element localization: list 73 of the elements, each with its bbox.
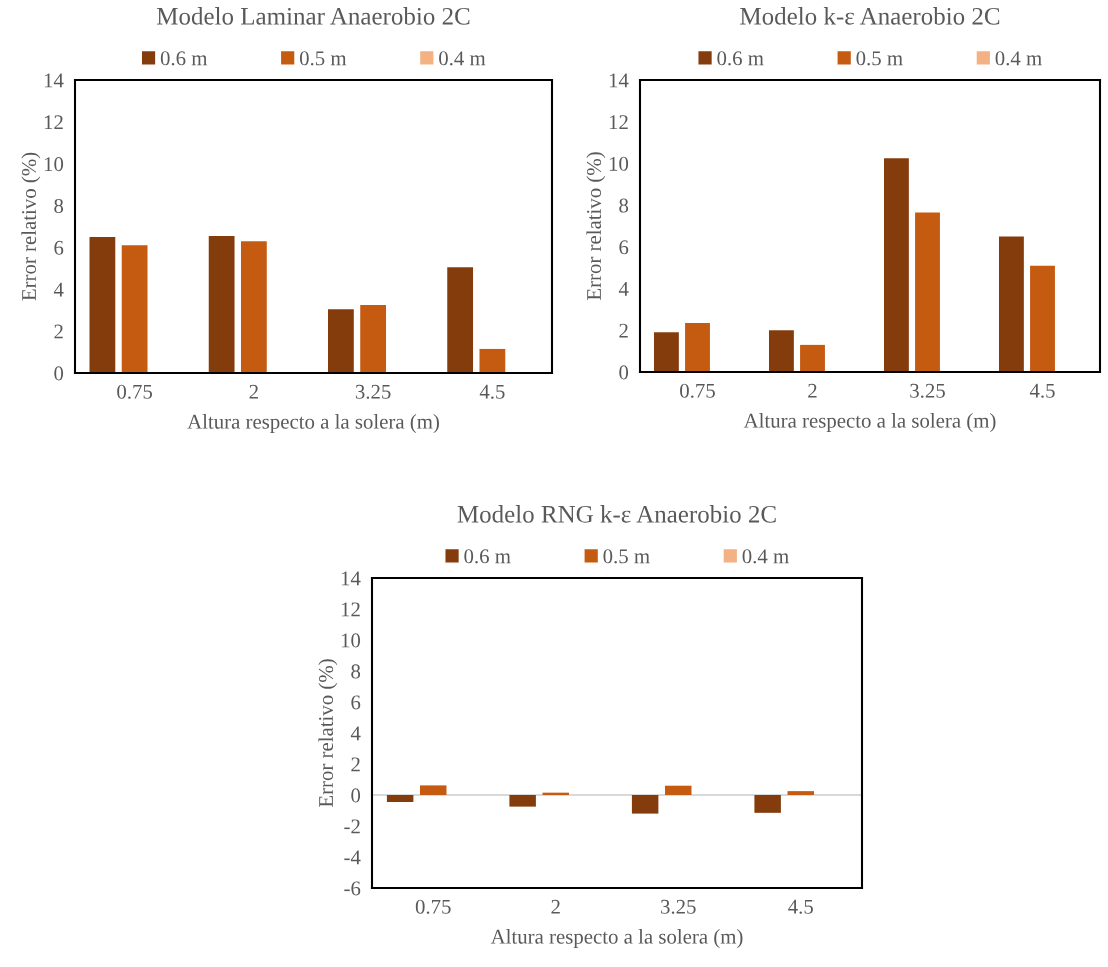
x-tick-label: 2	[808, 383, 817, 398]
bar	[1030, 265, 1055, 372]
x-tick-label: 4.5	[788, 899, 813, 914]
y-tick-label: 6	[619, 240, 629, 255]
y-tick-label: 10	[609, 156, 629, 171]
y-axis-title: Error relativo (%)	[21, 152, 41, 301]
bar	[685, 322, 710, 372]
chart-title: Modelo Laminar Anaerobio 2C	[156, 7, 470, 25]
bar	[479, 348, 506, 373]
y-tick-label: 12	[44, 115, 63, 130]
x-tick-label: 0.75	[680, 383, 715, 398]
y-tick-label: -4	[344, 850, 361, 865]
x-tick-label: 4.5	[479, 384, 505, 399]
legend-label: 0.4 m	[742, 549, 789, 564]
chart-title: Modelo k-ε Anaerobio 2C	[740, 7, 1000, 25]
y-tick-label: 0	[351, 788, 361, 803]
bar	[883, 158, 909, 372]
y-tick-label: 4	[350, 726, 361, 741]
y-tick-label: 6	[351, 695, 361, 710]
y-tick-label: 2	[351, 757, 360, 772]
legend-label: 0.5 m	[603, 549, 650, 564]
bar	[653, 332, 679, 372]
bar	[915, 212, 940, 372]
y-tick-label: 0	[54, 366, 64, 381]
y-tick-label: 6	[54, 240, 64, 255]
y-tick-label: 4	[618, 282, 629, 296]
bar	[998, 236, 1024, 372]
y-tick-label: 2	[619, 323, 628, 338]
bar	[89, 236, 116, 373]
bar	[800, 344, 825, 372]
y-tick-label: -6	[344, 881, 361, 896]
y-tick-label: 8	[54, 198, 64, 213]
legend-label: 0.6 m	[717, 51, 764, 66]
legend-label: 0.6 m	[160, 51, 208, 66]
y-tick-label: 4	[53, 282, 64, 297]
chart-title: Modelo RNG k-ε Anaerobio 2C	[457, 505, 776, 523]
bar	[768, 330, 794, 372]
y-tick-label: 10	[341, 633, 361, 648]
y-tick-label: 14	[44, 73, 64, 88]
x-tick-label: 4.5	[1029, 383, 1055, 398]
y-axis-title: Error relativo (%)	[586, 152, 606, 301]
legend-label: 0.4 m	[995, 51, 1042, 66]
x-tick-label: 3.25	[355, 384, 391, 399]
bar	[328, 309, 354, 373]
x-tick-label: 3.25	[910, 383, 945, 398]
y-axis-title: Error relativo (%)	[318, 659, 338, 808]
y-tick-label: 0	[619, 365, 629, 380]
y-tick-label: 8	[619, 198, 629, 213]
x-axis-title: Altura respecto a la solera (m)	[743, 413, 996, 433]
y-tick-label: 10	[44, 157, 64, 172]
bar	[447, 267, 474, 373]
y-tick-label: -2	[344, 819, 360, 834]
legend-label: 0.5 m	[856, 51, 903, 66]
x-tick-label: 2	[551, 899, 560, 914]
x-tick-label: 2	[249, 384, 258, 399]
legend-label: 0.6 m	[464, 549, 511, 564]
y-tick-label: 14	[341, 571, 361, 586]
legend-label: 0.4 m	[439, 51, 486, 66]
y-tick-label: 12	[609, 115, 628, 129]
bar	[360, 304, 387, 373]
x-axis-title: Altura respecto a la solera (m)	[187, 414, 439, 434]
x-tick-label: 3.25	[661, 899, 696, 914]
bar	[121, 245, 148, 373]
y-tick-label: 8	[351, 664, 361, 679]
bar	[240, 241, 267, 373]
bar	[208, 235, 235, 373]
x-axis-title: Altura respecto a la solera (m)	[490, 929, 743, 949]
y-tick-label: 2	[54, 324, 63, 339]
legend-label: 0.5 m	[299, 51, 347, 66]
x-tick-label: 0.75	[415, 899, 451, 914]
y-tick-label: 12	[341, 602, 360, 617]
y-tick-label: 14	[609, 73, 629, 88]
x-tick-label: 0.75	[117, 384, 153, 399]
